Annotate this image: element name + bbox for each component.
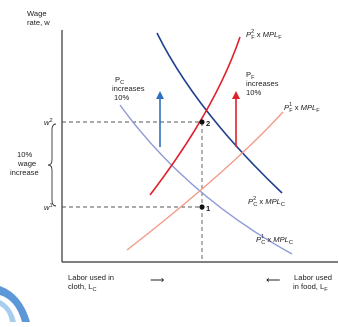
w1-label: w1 bbox=[44, 203, 53, 212]
bracket-text-line2: wage bbox=[17, 159, 36, 168]
pf1-curve-label: P1 F x MPLF bbox=[284, 102, 320, 114]
pc-annotation-line2: increases bbox=[112, 84, 145, 93]
bracket-text-line1: 10% bbox=[17, 150, 32, 159]
pf-annotation-line1: PF bbox=[246, 70, 255, 81]
pf2-curve-label: P2 F x MPLF bbox=[246, 29, 282, 41]
x-left-label-line2: cloth, LC bbox=[68, 282, 97, 293]
x-right-label-line2: in food, LF bbox=[293, 282, 328, 293]
y-axis-label-line1: Wage bbox=[27, 9, 47, 18]
equilibrium-point-1 bbox=[199, 204, 205, 210]
x-left-arrow: ⟶ bbox=[150, 275, 164, 286]
pc2-mplc-curve bbox=[156, 32, 283, 194]
pc1-curve-label: P1 C x MPLC bbox=[256, 234, 293, 246]
point-2-label: 2 bbox=[206, 119, 210, 128]
pf-annotation-line2: increases bbox=[246, 79, 279, 88]
x-right-label-line1: Labor used bbox=[294, 273, 332, 282]
pf1-mplf-curve bbox=[126, 111, 284, 251]
y-axis-label-line2: rate, w bbox=[27, 18, 50, 27]
x-right-arrow: ⟵ bbox=[266, 275, 280, 286]
corner-swoosh-highlight bbox=[0, 300, 16, 322]
wage-increase-bracket bbox=[47, 123, 57, 207]
pf2-mplf-curve bbox=[149, 36, 241, 196]
pc2-curve-label: P2 C x MPLC bbox=[248, 196, 285, 208]
point-1-label: 1 bbox=[206, 204, 211, 213]
pc-annotation-line3: 10% bbox=[114, 93, 129, 102]
pc1-mplc-curve bbox=[119, 104, 293, 255]
pc-annotation-line1: PC bbox=[115, 75, 124, 86]
bracket-text-line3: increase bbox=[10, 168, 39, 177]
w2-label: w2 bbox=[44, 118, 53, 127]
pf-annotation-line3: 10% bbox=[246, 88, 261, 97]
corner-swoosh-decoration bbox=[0, 286, 30, 322]
equilibrium-point-2 bbox=[199, 119, 205, 125]
x-left-label-line1: Labor used in bbox=[68, 273, 114, 282]
